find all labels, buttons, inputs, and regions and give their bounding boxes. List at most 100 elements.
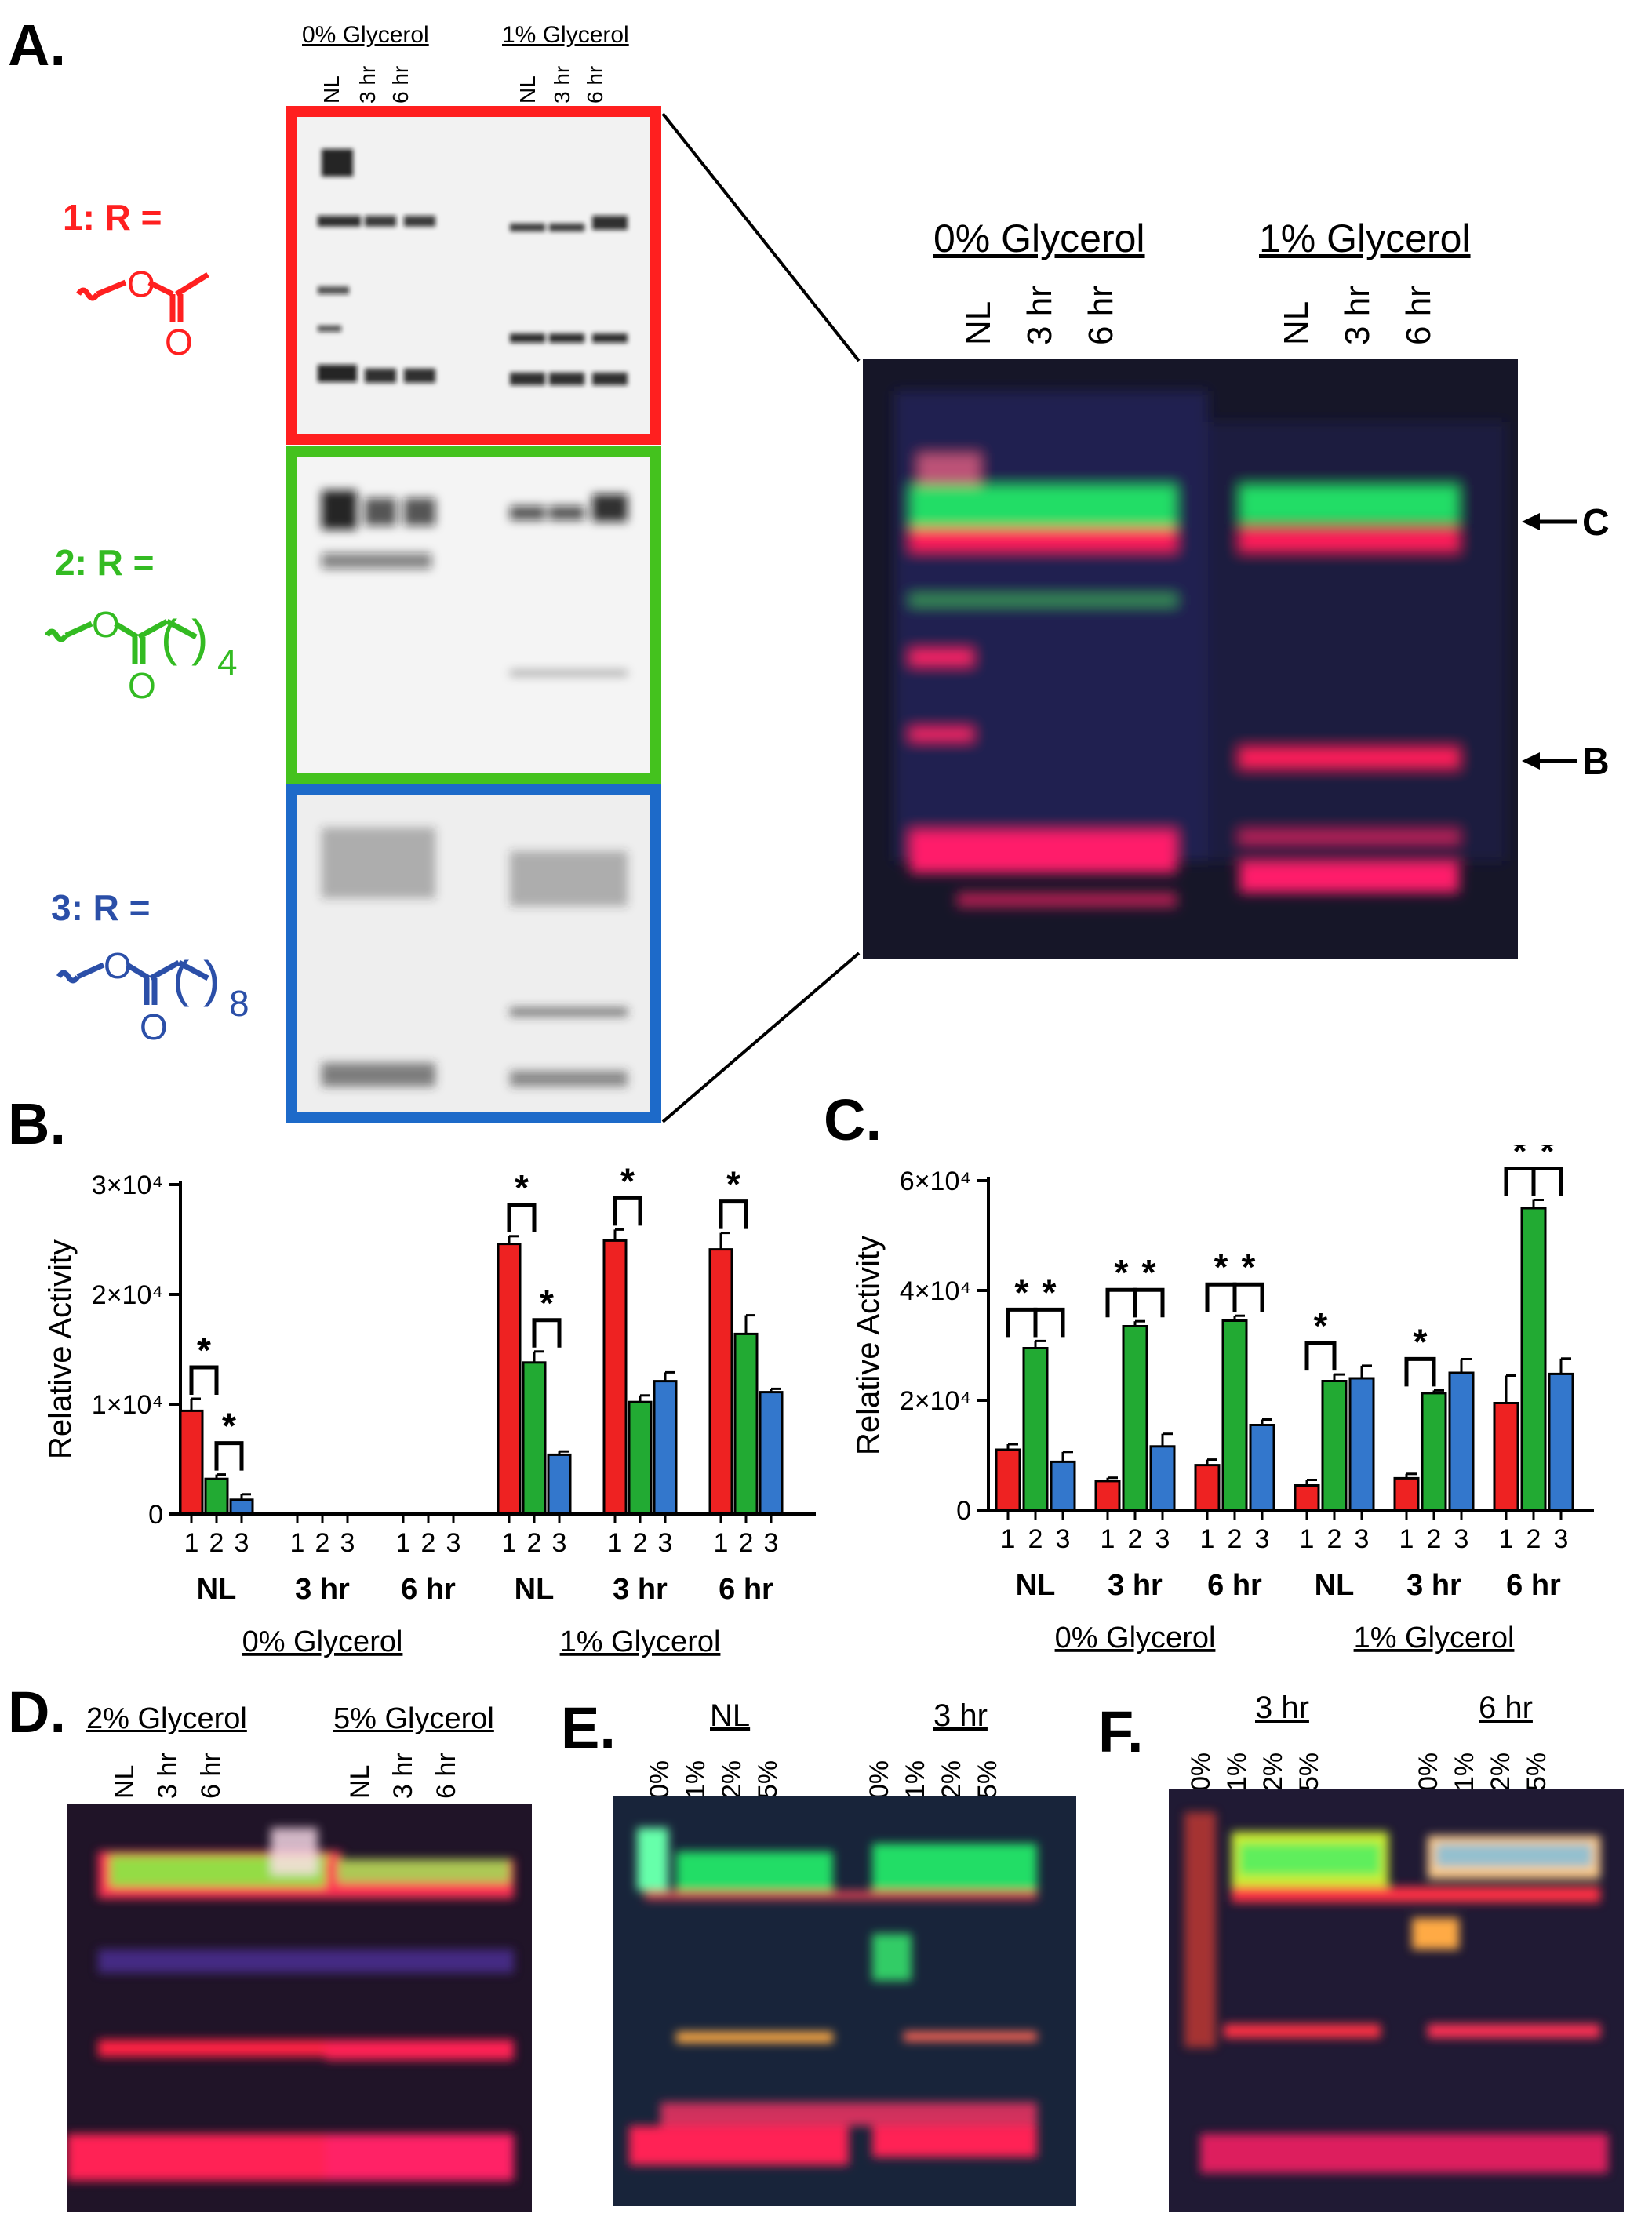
panel-d-blot (67, 1804, 532, 2212)
composite-header-1pct: 1% Glycerol (1259, 217, 1471, 260)
y-tick-label: 4×10⁴ (900, 1276, 971, 1306)
lane-label: 6 hr (1399, 286, 1438, 345)
significance-bracket (1033, 1307, 1065, 1338)
series-tick-label: 1 (290, 1528, 305, 1558)
panel-f-label: F. (1098, 1699, 1144, 1764)
composite-header-0pct: 0% Glycerol (933, 217, 1145, 260)
lane-label: 1% (1450, 1753, 1479, 1791)
compound-3-label: 3: R = (51, 887, 151, 928)
y-tick-label: 2×10⁴ (900, 1386, 971, 1416)
y-axis-label: Relative Activity (43, 1239, 78, 1459)
bar (1448, 1371, 1475, 1512)
bar (204, 1477, 229, 1516)
significance-bracket (613, 1196, 642, 1226)
significance-mark: * (726, 1164, 740, 1205)
grayscale-blots (286, 106, 661, 1123)
lane-label: 2% (937, 1760, 966, 1799)
supergroup-label: 1% Glycerol (1354, 1622, 1515, 1654)
lane-label: 2% (1258, 1753, 1288, 1791)
significance-bracket (507, 1203, 537, 1232)
lane-label: 3 hr (550, 66, 574, 104)
bar (759, 1391, 784, 1516)
series-tick-label: 2 (527, 1528, 542, 1558)
bar (1094, 1480, 1121, 1512)
bar (522, 1361, 547, 1516)
band-arrows: C B (1522, 502, 1610, 783)
arrow-c-icon (1522, 513, 1540, 530)
series-tick-label: 3 (1056, 1524, 1071, 1554)
significance-mark: * (1214, 1247, 1228, 1287)
group-label: NL (1315, 1569, 1355, 1602)
series-tick-label: 3 (764, 1528, 779, 1558)
panel-e-header-1: 3 hr (933, 1698, 988, 1733)
compound-3-chain: ( ) (173, 951, 220, 1007)
group-label: 6 hr (401, 1573, 456, 1606)
significance-mark: * (1043, 1272, 1057, 1312)
compound-3-structure: O O ( ) 8 (56, 945, 249, 1047)
panel-e-blot (613, 1796, 1076, 2206)
significance-mark: * (197, 1330, 211, 1370)
series-tick-label: 3 (552, 1528, 567, 1558)
bar (1122, 1325, 1148, 1512)
series-tick-label: 2 (1028, 1524, 1043, 1554)
svg-text:O: O (140, 1006, 168, 1047)
significance-bracket (1006, 1307, 1038, 1338)
series-tick-label: 1 (502, 1528, 517, 1558)
bar (602, 1239, 628, 1516)
bar (653, 1380, 678, 1516)
bar (1022, 1347, 1049, 1512)
lane-label: 6 hr (388, 66, 413, 104)
significance-mark: * (1142, 1252, 1156, 1293)
lane-label: 5% (1522, 1753, 1552, 1791)
svg-text:O: O (104, 945, 132, 986)
lane-label: 3 hr (355, 66, 380, 104)
lane-label: 2% (717, 1760, 747, 1799)
panel-f-header-0: 3 hr (1255, 1691, 1309, 1725)
bar (628, 1400, 653, 1516)
series-tick-label: 1 (396, 1528, 411, 1558)
significance-bracket (1205, 1282, 1237, 1312)
series-tick-label: 1 (1499, 1524, 1514, 1554)
lane-label: NL (110, 1765, 140, 1799)
compound-3-subscript: 8 (229, 983, 249, 1024)
significance-bracket (1105, 1287, 1137, 1318)
bar (1348, 1377, 1375, 1512)
significance-mark: * (1115, 1252, 1129, 1293)
series-tick-label: 3 (1155, 1524, 1170, 1554)
compound-1-structure: O O (75, 264, 209, 361)
supergroup-label: 1% Glycerol (560, 1625, 721, 1658)
arrow-b-label: B (1582, 741, 1610, 783)
svg-text:O: O (128, 665, 156, 706)
panel-d-header-0: 2% Glycerol (86, 1702, 247, 1735)
series-tick-label: 2 (739, 1528, 754, 1558)
panel-c-label: C. (824, 1087, 882, 1152)
lane-label: NL (1277, 301, 1315, 345)
y-tick-label: 2×10⁴ (92, 1280, 163, 1310)
bar (1548, 1372, 1574, 1512)
svg-text:O: O (165, 322, 193, 361)
significance-mark: * (1414, 1321, 1428, 1362)
significance-bracket (189, 1365, 219, 1395)
bar (179, 1409, 204, 1516)
composite-blot (863, 359, 1518, 959)
significance-mark: * (620, 1160, 635, 1201)
panel-e-header-0: NL (710, 1698, 751, 1733)
series-tick-label: 2 (1427, 1524, 1442, 1554)
series-tick-label: 1 (714, 1528, 729, 1558)
series-tick-label: 3 (340, 1528, 355, 1558)
supergroup-label: 0% Glycerol (242, 1625, 403, 1658)
bar (1421, 1392, 1447, 1512)
y-tick-label: 0 (148, 1500, 163, 1530)
significance-mark: * (1314, 1305, 1328, 1346)
panel-d-label: D. (8, 1680, 66, 1745)
panel-f-header-1: 6 hr (1479, 1691, 1533, 1725)
series-tick-label: 2 (315, 1528, 330, 1558)
panel-e-label: E. (561, 1695, 616, 1760)
lane-label: NL (959, 301, 998, 345)
group-label: 3 hr (1406, 1569, 1461, 1602)
lane-label: 1% (681, 1760, 711, 1799)
bar (497, 1243, 522, 1516)
series-tick-label: 3 (658, 1528, 673, 1558)
supergroup-label: 0% Glycerol (1055, 1622, 1216, 1654)
compound-2-label: 2: R = (55, 542, 155, 583)
